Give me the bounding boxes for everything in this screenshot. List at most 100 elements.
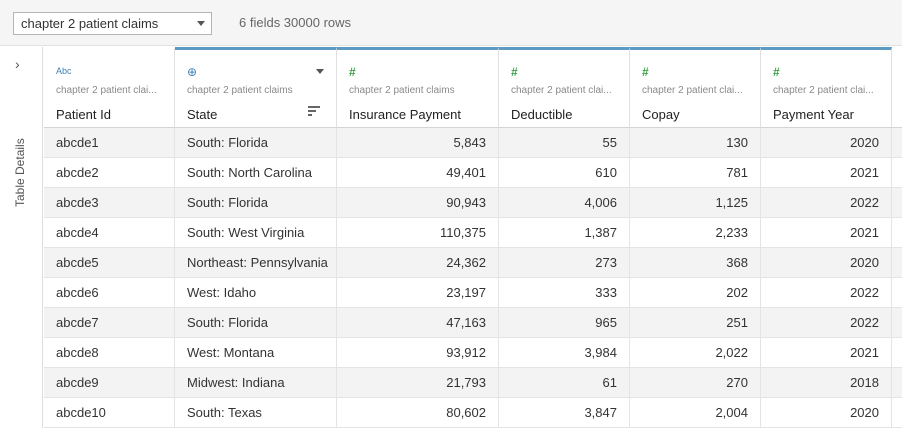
number-type-icon[interactable]: # [773,65,780,79]
row-filler [892,308,902,338]
column-header-3[interactable]: # chapter 2 patient clai... Deductible [499,47,630,128]
table-cell[interactable]: 130 [630,128,761,158]
table-cell[interactable]: 3,847 [499,398,630,428]
table-cell[interactable]: South: North Carolina [175,158,337,188]
table-cell[interactable]: abcde9 [44,368,175,398]
table-body: abcde1 South: Florida 5,843 55 130 2020 abcde2… [44,128,902,428]
table-cell[interactable]: 781 [630,158,761,188]
table-details-panel: › Table Details [0,47,43,428]
table-cell[interactable]: 273 [499,248,630,278]
number-type-icon[interactable]: # [511,65,518,79]
table-row: abcde3 South: Florida 90,943 4,006 1,125 2022 [44,188,902,218]
table-cell[interactable]: 333 [499,278,630,308]
table-cell[interactable]: abcde5 [44,248,175,278]
table-cell[interactable]: abcde8 [44,338,175,368]
table-cell[interactable]: abcde1 [44,128,175,158]
column-name[interactable]: State [187,107,218,122]
table-cell[interactable]: 2022 [761,308,892,338]
table-row: abcde8 West: Montana 93,912 3,984 2,022 2021 [44,338,902,368]
table-cell[interactable]: 2020 [761,398,892,428]
column-header-5[interactable]: # chapter 2 patient clai... Payment Year [761,47,892,128]
table-cell[interactable]: 368 [630,248,761,278]
table-cell[interactable]: 49,401 [337,158,499,188]
table-cell[interactable]: 24,362 [337,248,499,278]
table-cell[interactable]: 1,387 [499,218,630,248]
toolbar: chapter 2 patient claims 6 fields 30000 … [0,0,902,46]
table-cell[interactable]: 251 [630,308,761,338]
table-cell[interactable]: 110,375 [337,218,499,248]
column-name[interactable]: Insurance Payment [349,107,462,122]
column-header-4[interactable]: # chapter 2 patient clai... Copay [630,47,761,128]
table-cell[interactable]: abcde10 [44,398,175,428]
table-row: abcde9 Midwest: Indiana 21,793 61 270 2018 [44,368,902,398]
table-cell[interactable]: 2,004 [630,398,761,428]
table-cell[interactable]: 610 [499,158,630,188]
column-header-2[interactable]: # chapter 2 patient claims Insurance Payme… [337,47,499,128]
geographic-type-icon[interactable]: ⊕ [187,65,198,79]
table-cell[interactable]: South: Florida [175,308,337,338]
table-cell[interactable]: 202 [630,278,761,308]
table-cell[interactable]: 270 [630,368,761,398]
column-menu-icon[interactable] [316,69,324,74]
table-cell[interactable]: 61 [499,368,630,398]
column-header-1[interactable]: ⊕ chapter 2 patient claims State [175,47,337,128]
table-cell[interactable]: abcde2 [44,158,175,188]
table-cell[interactable]: 47,163 [337,308,499,338]
table-cell[interactable]: 23,197 [337,278,499,308]
column-name[interactable]: Deductible [511,107,573,122]
table-cell[interactable]: abcde7 [44,308,175,338]
chevron-right-icon[interactable]: › [15,56,20,72]
table-row: abcde7 South: Florida 47,163 965 251 2022 [44,308,902,338]
table-cell[interactable]: 5,843 [337,128,499,158]
table-cell[interactable]: 2022 [761,278,892,308]
row-filler [892,278,902,308]
table-cell[interactable]: South: West Virginia [175,218,337,248]
table-cell[interactable]: 93,912 [337,338,499,368]
table-cell[interactable]: 90,943 [337,188,499,218]
table-cell[interactable]: 2021 [761,158,892,188]
column-name[interactable]: Payment Year [773,107,854,122]
table-cell[interactable]: 1,125 [630,188,761,218]
table-cell[interactable]: 55 [499,128,630,158]
row-filler [892,158,902,188]
table-cell[interactable]: Midwest: Indiana [175,368,337,398]
column-name[interactable]: Patient Id [56,107,111,122]
table-cell[interactable]: 3,984 [499,338,630,368]
table-cell[interactable]: 2018 [761,368,892,398]
table-cell[interactable]: 80,602 [337,398,499,428]
datasource-select-value: chapter 2 patient claims [21,16,159,31]
table-cell[interactable]: 2020 [761,128,892,158]
datasource-select[interactable]: chapter 2 patient claims [13,12,212,35]
table-cell[interactable]: West: Montana [175,338,337,368]
table-cell[interactable]: Northeast: Pennsylvania [175,248,337,278]
table-row: abcde6 West: Idaho 23,197 333 202 2022 [44,278,902,308]
sort-icon[interactable] [308,106,320,117]
chevron-down-icon [197,21,205,26]
table-cell[interactable]: South: Florida [175,188,337,218]
table-cell[interactable]: 965 [499,308,630,338]
column-source: chapter 2 patient claims [187,85,293,96]
table-cell[interactable]: 2,022 [630,338,761,368]
column-source: chapter 2 patient clai... [773,85,874,96]
table-cell[interactable]: 2021 [761,218,892,248]
column-source: chapter 2 patient claims [349,85,455,96]
number-type-icon[interactable]: # [349,65,356,79]
column-header-0[interactable]: Abc chapter 2 patient clai... Patient Id [44,47,175,128]
table-cell[interactable]: 2021 [761,338,892,368]
table-cell[interactable]: 21,793 [337,368,499,398]
table-cell[interactable]: abcde4 [44,218,175,248]
table-details-toggle[interactable]: Table Details [13,138,27,207]
table-row: abcde4 South: West Virginia 110,375 1,387 2,… [44,218,902,248]
table-cell[interactable]: 4,006 [499,188,630,218]
table-cell[interactable]: abcde3 [44,188,175,218]
table-cell[interactable]: 2022 [761,188,892,218]
table-cell[interactable]: 2020 [761,248,892,278]
column-name[interactable]: Copay [642,107,680,122]
table-cell[interactable]: South: Texas [175,398,337,428]
table-cell[interactable]: West: Idaho [175,278,337,308]
text-type-icon[interactable]: Abc [56,66,72,76]
table-cell[interactable]: 2,233 [630,218,761,248]
number-type-icon[interactable]: # [642,65,649,79]
table-cell[interactable]: South: Florida [175,128,337,158]
table-cell[interactable]: abcde6 [44,278,175,308]
